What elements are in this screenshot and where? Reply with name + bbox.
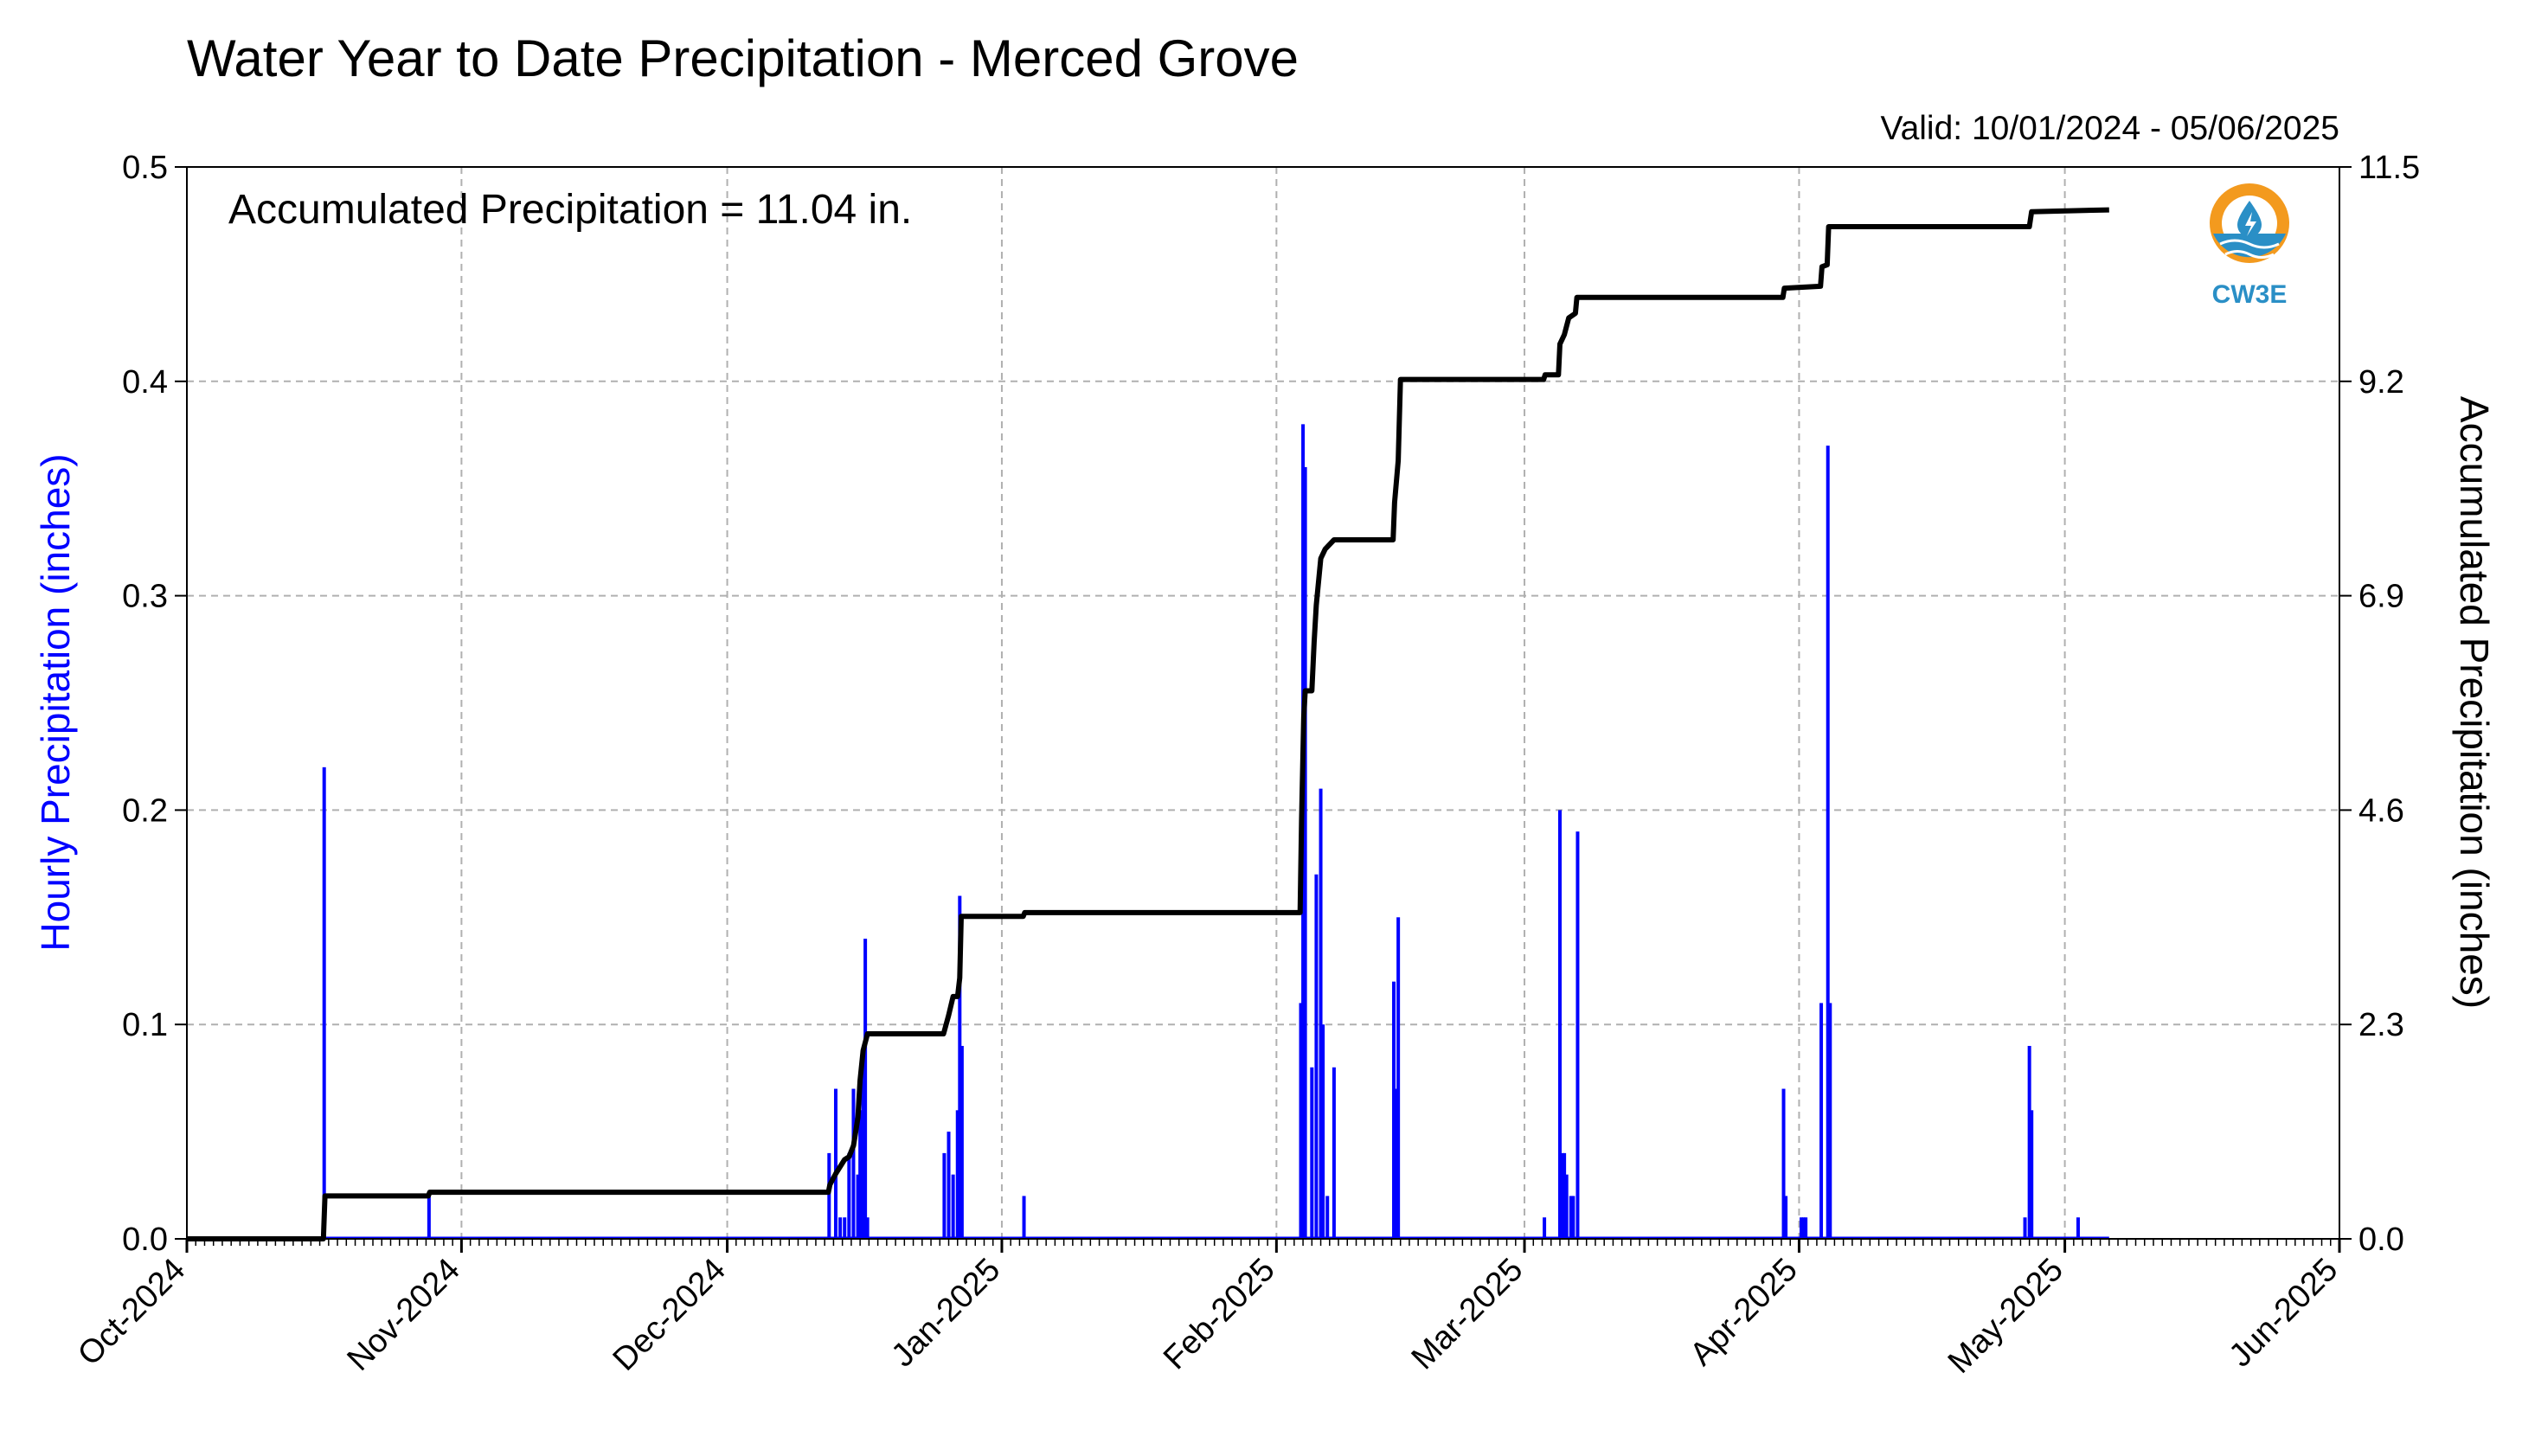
hourly-bar (856, 1174, 860, 1239)
hourly-bar (1826, 446, 1830, 1239)
hourly-bar (1563, 1152, 1567, 1239)
hourly-bar (942, 1152, 947, 1239)
hourly-bar (1310, 1067, 1314, 1239)
hourly-bar (847, 1152, 851, 1239)
hourly-bar (1396, 917, 1401, 1239)
hourly-bar (2023, 1217, 2027, 1239)
hourly-bar (1557, 810, 1562, 1239)
chart-title: Water Year to Date Precipitation - Merce… (187, 29, 1299, 87)
hourly-bar (858, 1110, 863, 1239)
hourly-bar (322, 766, 326, 1239)
hourly-bar (1575, 831, 1580, 1239)
hourly-bar (1781, 1088, 1786, 1239)
y-left-tick-label: 0.2 (122, 792, 168, 829)
hourly-bar (1299, 1003, 1303, 1239)
lightning-icon (2245, 212, 2256, 236)
hourly-bar (1332, 1067, 1336, 1239)
hourly-bar (2027, 1045, 2031, 1239)
hourly-bar (959, 1045, 964, 1239)
plot-frame (186, 166, 2340, 1240)
hourly-bar (958, 895, 962, 1239)
hourly-bar (1784, 1196, 1788, 1239)
y-left-tick-label: 0.0 (122, 1222, 168, 1258)
hourly-bar (851, 1088, 856, 1239)
hourly-bar (1321, 1024, 1325, 1239)
accumulated-line (187, 207, 2109, 1241)
hourly-bar (1394, 1088, 1398, 1239)
hourly-bar (955, 1110, 959, 1239)
hourly-bar (827, 1152, 831, 1239)
hourly-bar (1022, 1196, 1026, 1239)
hourly-bar (1804, 1217, 1808, 1239)
y-left-tick-label: 0.4 (122, 364, 168, 401)
hourly-bar (1569, 1196, 1573, 1239)
y-right-tick-label: 4.6 (2358, 792, 2404, 829)
accumulated-annotation: Accumulated Precipitation = 11.04 in. (228, 187, 912, 233)
y-left-tick-label: 0.1 (122, 1007, 168, 1043)
axis-ticks (175, 166, 2352, 1253)
y-right-tick-label: 6.9 (2358, 579, 2404, 615)
y-axis-right-label: Accumulated Precipitation (inches) (2452, 396, 2497, 1009)
hourly-bar (1800, 1217, 1803, 1239)
hourly-bar (1571, 1196, 1575, 1239)
hourly-bar (861, 1067, 865, 1239)
y-right-tick-label: 2.3 (2358, 1007, 2404, 1043)
logo-wave-1 (2219, 239, 2280, 249)
logo-wave-2 (2224, 250, 2275, 259)
hourly-bar (843, 1217, 847, 1239)
cw3e-logo: CW3E (2210, 183, 2289, 309)
hourly-bar (427, 1196, 431, 1239)
logo-text: CW3E (2212, 280, 2288, 309)
hourly-bar (1314, 874, 1319, 1239)
valid-range: Valid: 10/01/2024 - 05/06/2025 (1880, 110, 2339, 147)
y-right-tick-label: 11.5 (2358, 150, 2420, 186)
accumulated-line-layer (187, 207, 2109, 1241)
y-left-tick-label: 0.3 (122, 579, 168, 615)
hourly-bar (951, 1174, 955, 1239)
y-right-tick-label: 0.0 (2358, 1222, 2404, 1258)
hourly-bar (1319, 788, 1323, 1239)
hourly-bar (1560, 1152, 1564, 1239)
hourly-bar (833, 1088, 837, 1239)
hourly-bar (838, 1217, 843, 1239)
hourly-bar (2076, 1217, 2080, 1239)
hourly-bar (1828, 1003, 1832, 1239)
y-right-tick-label: 9.2 (2358, 364, 2404, 401)
hourly-bar (947, 1132, 951, 1239)
hourly-bar (1564, 1174, 1569, 1239)
hourly-bar (1819, 1003, 1824, 1239)
hourly-bar (1392, 981, 1396, 1239)
hourly-bar (1801, 1217, 1806, 1239)
y-axis-left-label: Hourly Precipitation (inches) (33, 453, 78, 951)
hourly-bar (2030, 1110, 2034, 1239)
hourly-bar (1303, 466, 1307, 1239)
hourly-bar (1543, 1217, 1547, 1239)
hourly-bar (863, 939, 868, 1239)
y-left-tick-label: 0.5 (122, 150, 168, 186)
hourly-bar (865, 1217, 870, 1239)
hourly-bar (1325, 1196, 1330, 1239)
gridlines (187, 167, 2339, 1239)
